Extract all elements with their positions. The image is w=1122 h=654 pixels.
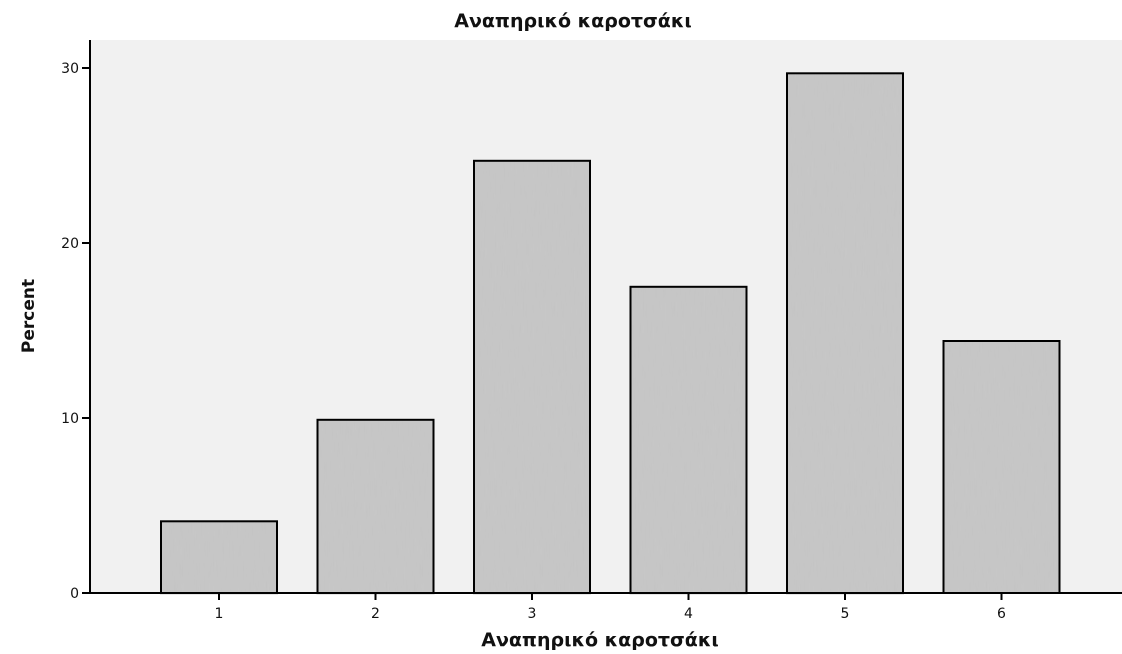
bar-4 bbox=[629, 285, 748, 595]
bar-3 bbox=[473, 159, 591, 595]
y-tick-label-30: 30 bbox=[61, 61, 79, 77]
x-tick-label-6: 6 bbox=[997, 606, 1006, 622]
x-tick-label-4: 4 bbox=[684, 606, 693, 622]
y-axis-label: Percent bbox=[19, 279, 39, 353]
bar-2 bbox=[316, 418, 435, 595]
bar-1 bbox=[160, 520, 278, 595]
x-tick-label-1: 1 bbox=[215, 606, 224, 622]
x-tick-label-2: 2 bbox=[371, 606, 380, 622]
x-tick-label-5: 5 bbox=[841, 606, 850, 622]
bar-6 bbox=[942, 340, 1061, 594]
y-tick-label-20: 20 bbox=[61, 236, 79, 252]
x-tick-label-3: 3 bbox=[528, 606, 537, 622]
y-tick-label-0: 0 bbox=[70, 586, 79, 602]
y-tick-label-10: 10 bbox=[61, 411, 79, 427]
x-ticks-group: 1 2 3 4 5 6 bbox=[215, 593, 1006, 622]
chart-title: Αναπηρικό καροτσάκι bbox=[454, 10, 692, 32]
y-ticks-group: 0 10 20 30 bbox=[61, 61, 90, 602]
bar-5 bbox=[786, 72, 904, 595]
x-axis-label: Αναπηρικό καροτσάκι bbox=[481, 629, 719, 651]
bars-group bbox=[160, 72, 1061, 595]
